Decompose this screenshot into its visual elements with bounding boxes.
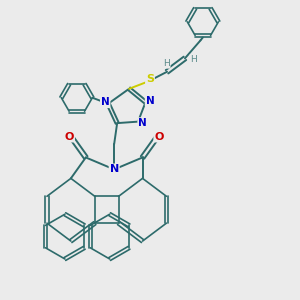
Text: N: N [146,96,154,106]
Text: N: N [101,97,110,107]
Text: N: N [138,118,147,128]
Text: H: H [163,59,170,68]
Text: N: N [110,164,119,174]
Text: S: S [146,74,154,84]
Text: O: O [154,132,164,142]
Text: O: O [65,132,74,142]
Text: H: H [190,55,197,64]
